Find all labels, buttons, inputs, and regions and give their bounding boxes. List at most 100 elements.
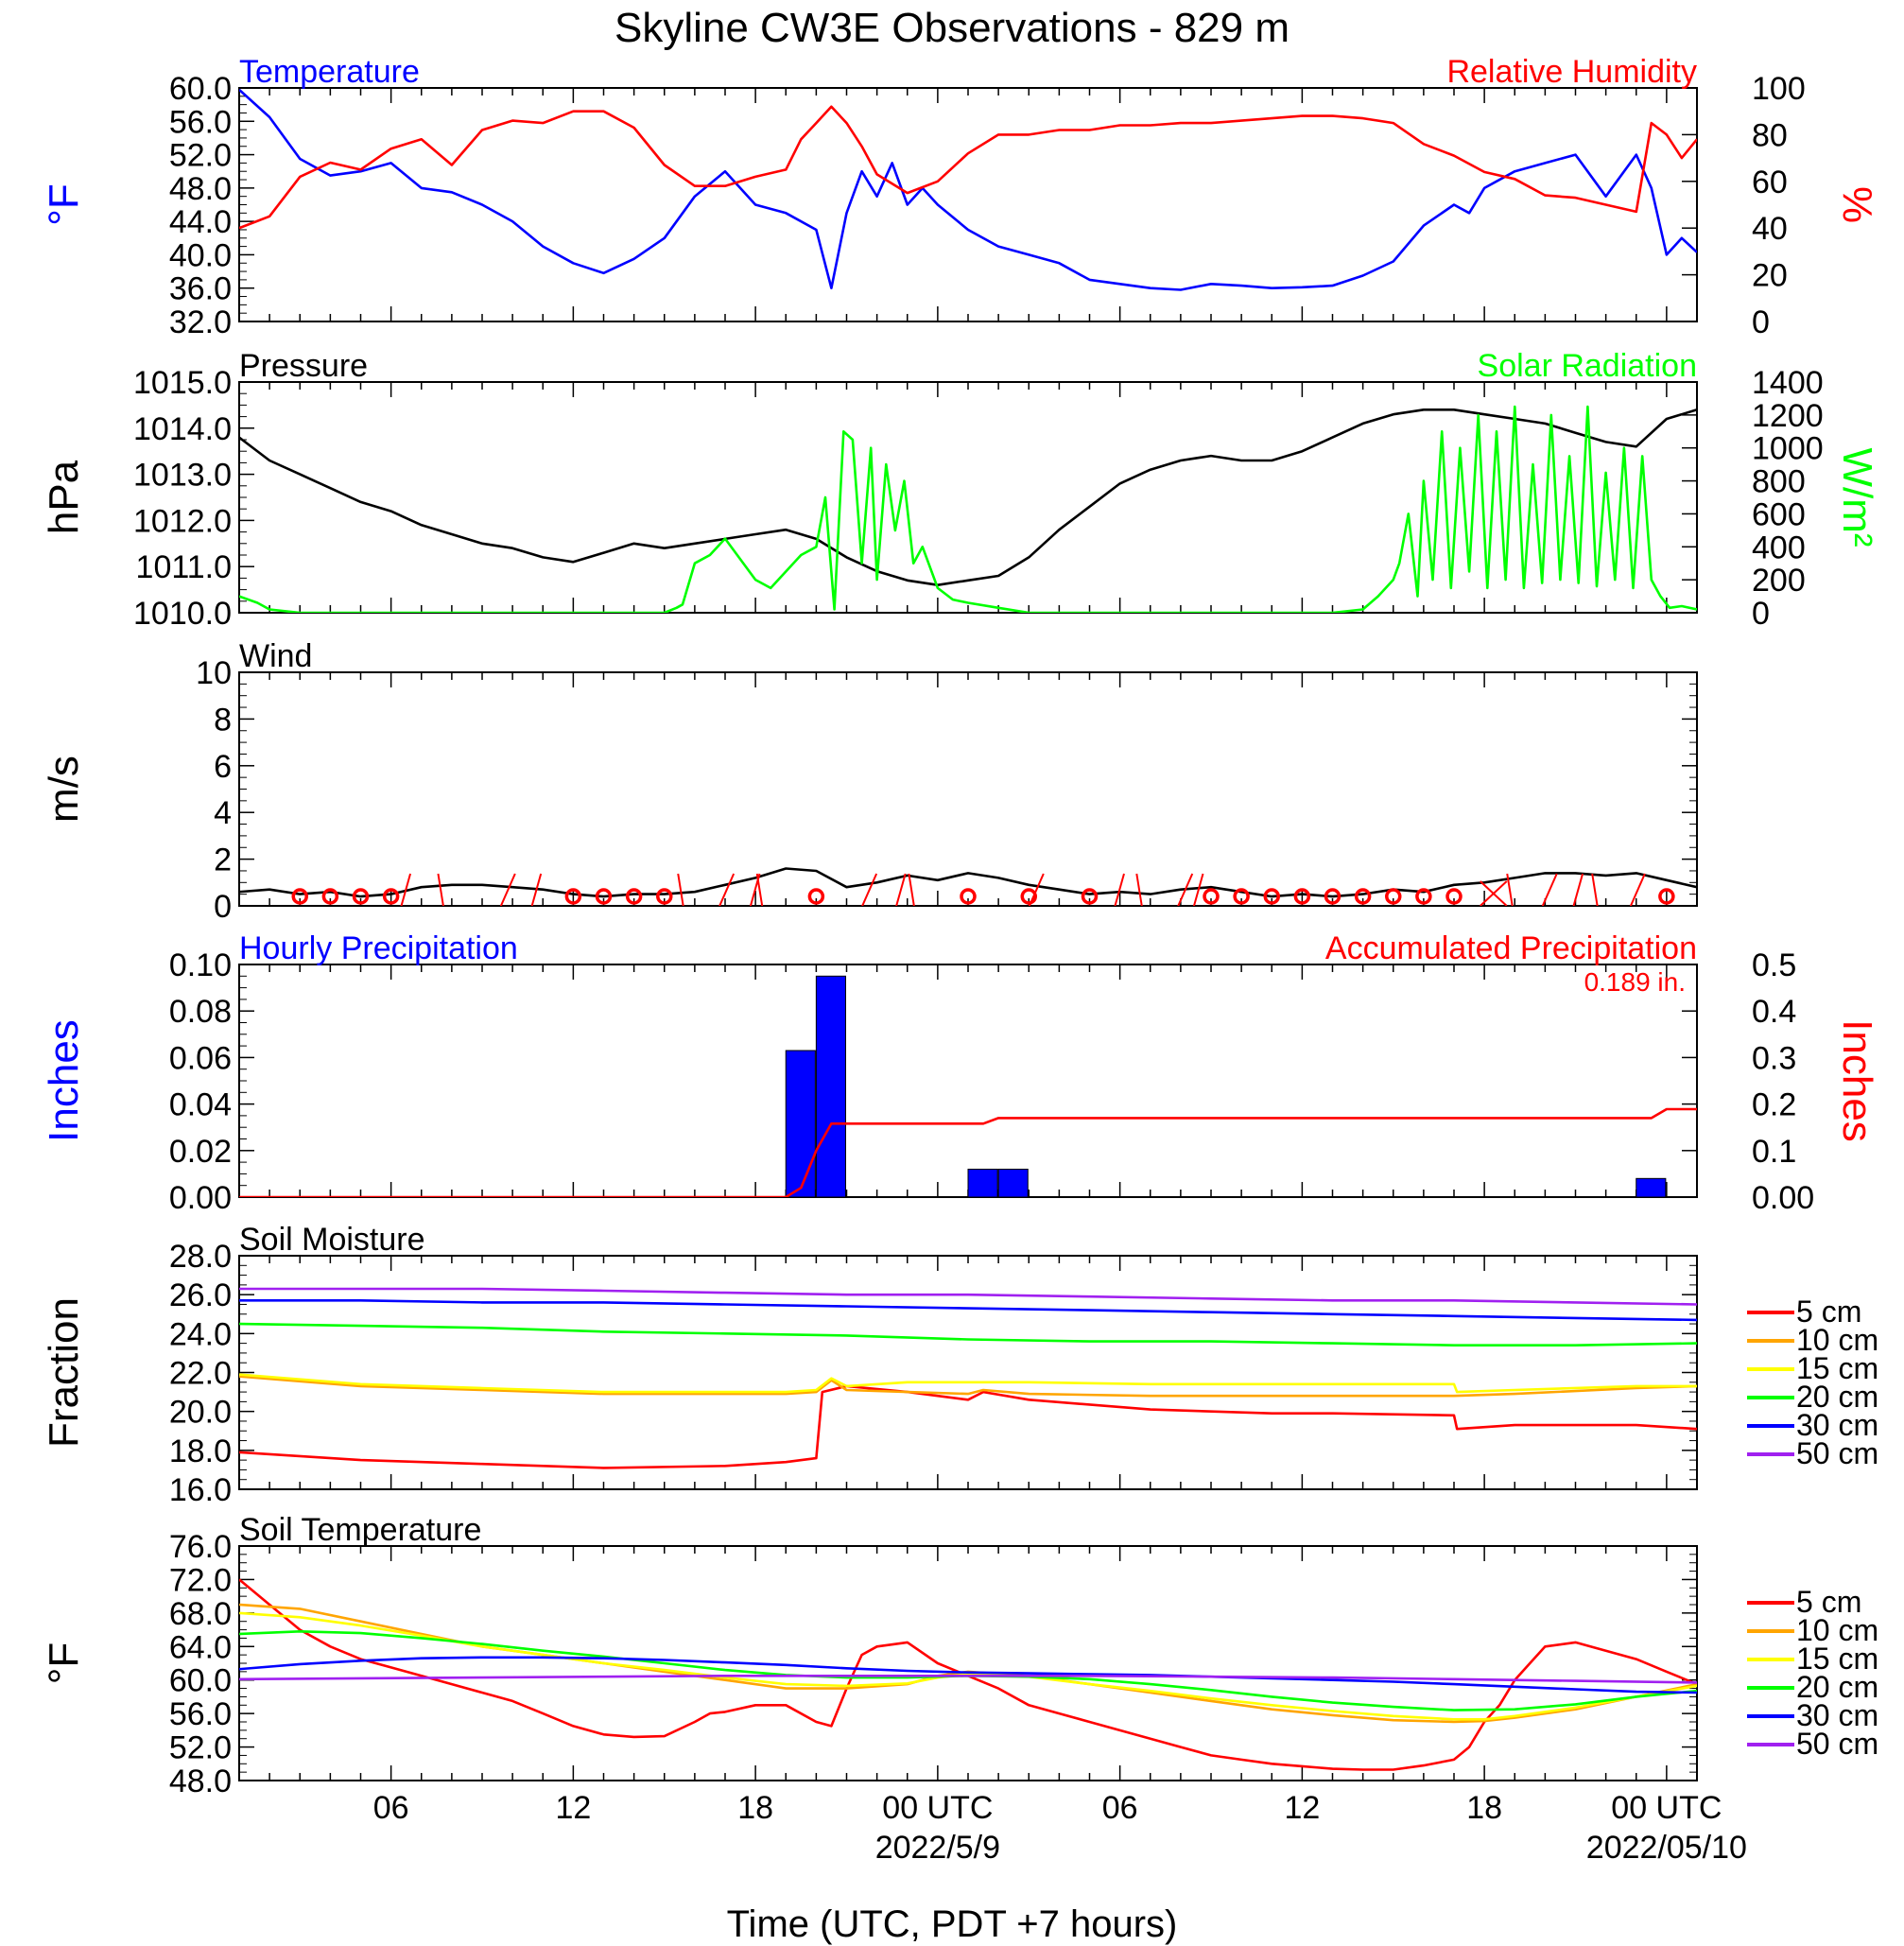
y-tick-label-left: 0.04 [169, 1087, 232, 1123]
y-tick-label-left: 0.08 [169, 994, 232, 1030]
y-tick-label-left: 48.0 [169, 1764, 232, 1799]
wind-barb-cross [1480, 880, 1508, 906]
y-axis-label-right: % [1834, 186, 1880, 223]
precip-bar [967, 1168, 998, 1197]
panel-pressure_solar: 1010.0 1011.0 1012.0 1013.0 1014.0 1015.0 0200… [41, 348, 1880, 632]
y-tick-label-left: 0.10 [169, 947, 232, 983]
wind-barb [1572, 873, 1584, 906]
y-tick-label-left: 76.0 [169, 1529, 232, 1565]
wind-barb [895, 873, 907, 906]
y-axis-label-right: Inches [1834, 1019, 1880, 1142]
wind-barb [1028, 873, 1045, 906]
legend-label: 20 cm [1796, 1670, 1878, 1704]
panel-soil_moisture: 16.018.020.022.0 24.026.028.0 Soil Moistur… [41, 1222, 1878, 1508]
y-tick-label-right: 20 [1752, 258, 1788, 294]
precip-bar [785, 1050, 816, 1197]
series-line-30-cm [239, 1299, 1697, 1322]
series-line-20-cm [239, 1322, 1697, 1347]
y-tick-label-left: 56.0 [169, 1696, 232, 1732]
x-tick-label: 00 UTC [882, 1790, 993, 1826]
wind-barb [1177, 873, 1194, 906]
wind-barb [1591, 873, 1599, 906]
y-tick-label-right: 0 [1752, 304, 1770, 340]
plot-area [239, 975, 1697, 1197]
y-tick-label-left: 10 [196, 655, 232, 691]
legend-label: 20 cm [1796, 1380, 1878, 1414]
y-tick-label-right: 0.3 [1752, 1040, 1796, 1076]
y-axis-label-left: °F [41, 183, 87, 225]
wind-calm-marker [1445, 888, 1463, 905]
wind-calm-marker [291, 888, 308, 905]
y-tick-label-left: 72.0 [169, 1562, 232, 1598]
y-tick-label-left: 22.0 [169, 1356, 232, 1392]
precip-bar [815, 975, 846, 1197]
y-tick-label-left: 16.0 [169, 1472, 232, 1508]
panel-title-left: Soil Moisture [239, 1222, 425, 1258]
panel-title-left: Soil Temperature [239, 1512, 481, 1548]
legend-label: 10 cm [1796, 1613, 1878, 1647]
wind-calm-marker [960, 888, 977, 905]
wind-barb [437, 873, 444, 906]
y-tick-label-left: 64.0 [169, 1629, 232, 1665]
wind-calm-marker [595, 888, 613, 905]
y-tick-label-right: 60 [1752, 165, 1788, 200]
x-tick-label: 12 [1284, 1790, 1320, 1826]
y-tick-label-left: 1010.0 [133, 596, 232, 632]
y-tick-label-left: 20.0 [169, 1395, 232, 1431]
y-tick-label-right: 800 [1752, 464, 1806, 500]
panel-title-left: Hourly Precipitation [239, 930, 518, 966]
y-tick-label-left: 2 [214, 843, 232, 878]
y-tick-label-left: 0 [214, 889, 232, 925]
wind-calm-marker [382, 888, 400, 905]
y-axis-label-left: Inches [41, 1019, 87, 1142]
precip-bar [997, 1168, 1029, 1197]
y-tick-label-left: 40.0 [169, 237, 232, 273]
wind-calm-marker [656, 888, 673, 905]
wind-calm-marker [1020, 888, 1037, 905]
wind-calm-marker [1324, 888, 1341, 905]
legend-label: 30 cm [1796, 1698, 1878, 1732]
wind-barb [1629, 873, 1646, 906]
series-line-15-cm [239, 1373, 1697, 1394]
wind-calm-marker [1233, 888, 1250, 905]
x-tick-label: 18 [737, 1790, 773, 1826]
legend-label: 5 cm [1796, 1294, 1861, 1329]
series-line-50-cm [239, 1675, 1697, 1684]
legend-label: 10 cm [1796, 1323, 1878, 1357]
y-axis-label-left: Fraction [41, 1297, 87, 1448]
y-tick-label-left: 1015.0 [133, 365, 232, 401]
y-tick-label-right: 600 [1752, 496, 1806, 532]
y-tick-label-left: 0.02 [169, 1134, 232, 1170]
figure-title: Skyline CW3E Observations - 829 m [614, 5, 1290, 51]
plot-area [239, 88, 1697, 291]
wind-calm-marker [1293, 888, 1311, 905]
wind-calm-marker [1658, 888, 1675, 905]
panel-soil_temperature: 48.052.056.060.064.068.072.076.0 Soil Tem… [41, 1512, 1878, 1799]
x-tick-label: 12 [555, 1790, 591, 1826]
y-tick-label-right: 40 [1752, 211, 1788, 247]
panel-temperature_humidity: 32.036.040.044.048.052.056.060.0 0 20 40 60 8… [41, 54, 1880, 340]
y-tick-label-left: 48.0 [169, 171, 232, 207]
panel-wind: 0 2 4 6 8 10 Wind m/s [41, 638, 1698, 925]
x-axis-title: Time (UTC, PDT +7 hours) [727, 1903, 1178, 1945]
wind-barb [400, 873, 412, 906]
wind-calm-marker [625, 888, 643, 905]
x-tick-label: 18 [1466, 1790, 1502, 1826]
wind-barb [1135, 873, 1143, 906]
series-line-10-cm [239, 1375, 1697, 1398]
y-tick-label-left: 0.06 [169, 1040, 232, 1076]
legend-label: 50 cm [1796, 1436, 1878, 1470]
series-line-15-cm [239, 1611, 1697, 1721]
y-axis-label-right: W/m² [1834, 447, 1880, 547]
y-tick-label-left: 52.0 [169, 138, 232, 174]
y-tick-label-left: 1012.0 [133, 503, 232, 539]
wind-calm-marker [321, 888, 339, 905]
wind-calm-marker [1263, 888, 1280, 905]
y-tick-label-left: 6 [214, 749, 232, 785]
series-line-wind [239, 867, 1697, 898]
y-tick-label-left: 32.0 [169, 304, 232, 340]
panel-title-left: Temperature [239, 54, 420, 90]
y-tick-label-left: 44.0 [169, 204, 232, 240]
wind-calm-marker [1203, 888, 1220, 905]
wind-barb [1114, 873, 1125, 906]
